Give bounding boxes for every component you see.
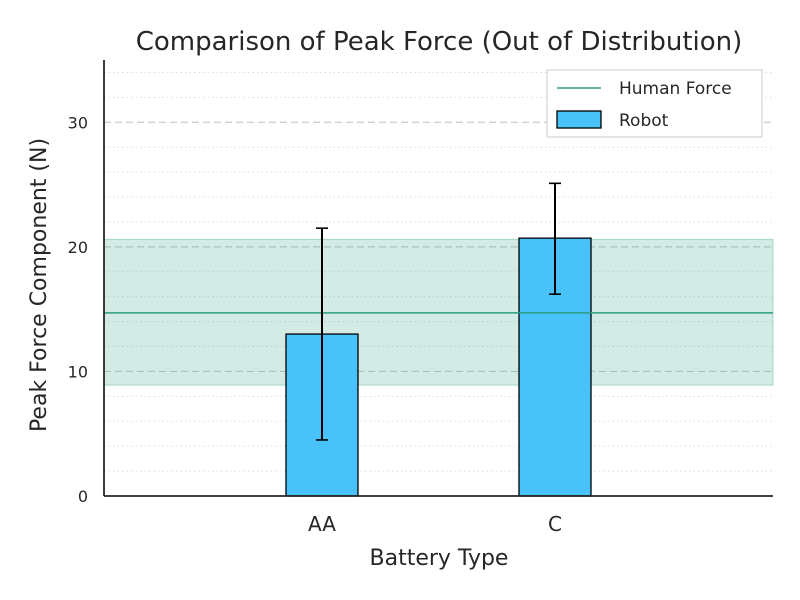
error-bars <box>316 182 561 441</box>
y-tick-label: 10 <box>68 362 88 381</box>
x-tick-label-c: C <box>548 512 562 536</box>
tick-labels: 0 10 20 30 AA C <box>68 113 562 536</box>
legend-label-robot: Robot <box>619 111 669 131</box>
legend-label-human-force: Human Force <box>619 79 732 99</box>
y-axis-label: Peak Force Component (N) <box>27 138 52 432</box>
y-tick-label: 30 <box>68 113 88 132</box>
chart-title: Comparison of Peak Force (Out of Distrib… <box>136 27 743 57</box>
axes <box>103 60 773 497</box>
y-tick-label: 0 <box>78 487 88 506</box>
y-tick-label: 20 <box>68 238 88 257</box>
legend-bar-swatch <box>556 110 602 129</box>
legend: Human Force Robot <box>546 69 763 138</box>
grid <box>104 71 773 472</box>
x-tick-label-aa: AA <box>308 512 336 536</box>
x-axis-label: Battery Type <box>370 546 509 571</box>
